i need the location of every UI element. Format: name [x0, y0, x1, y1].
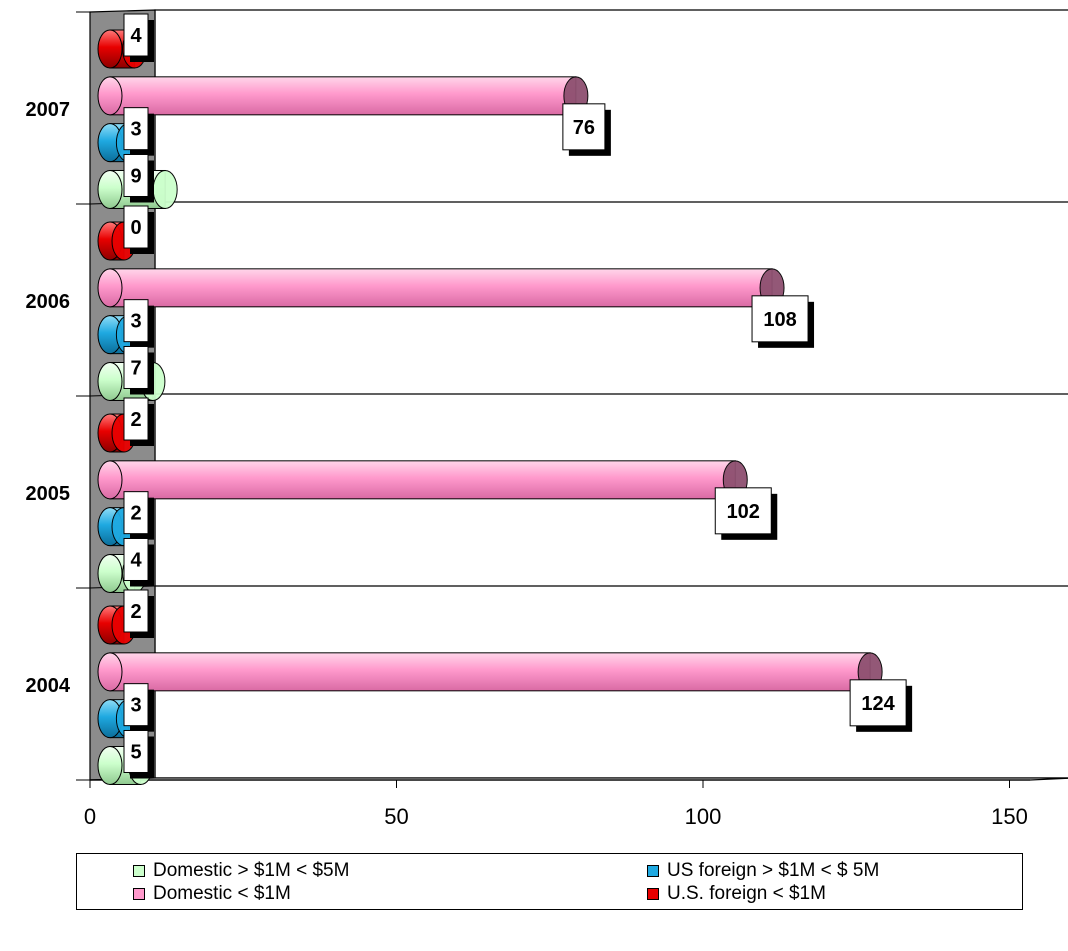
legend-item-us-foreign-1m-5m: US foreign > $1M < $ 5M: [647, 860, 879, 882]
data-label-box: [123, 205, 149, 249]
chart: 0 50 100 150 2004 2 124 3 5 2005 2 102 2 4 2006 0 108 3 7 2…: [26, 9, 1068, 829]
bar-start-cap: [97, 553, 123, 593]
data-label-box: [123, 683, 149, 727]
bar-start-cap: [97, 460, 123, 500]
x-tick-label: 50: [384, 804, 408, 829]
data-label: 2: [130, 409, 141, 431]
bar-start-cap: [97, 29, 123, 69]
legend-swatch: [647, 888, 659, 900]
data-label: 2: [130, 601, 141, 623]
data-label-box: [123, 299, 149, 343]
data-label: 4: [130, 25, 142, 47]
data-label-box: [123, 537, 149, 581]
data-label: 108: [763, 309, 796, 331]
legend-swatch: [133, 888, 145, 900]
data-label: 0: [130, 217, 141, 239]
bar-start-cap: [97, 169, 123, 209]
data-label: 3: [130, 311, 141, 333]
data-label-box: [562, 103, 606, 151]
bar-start-cap: [97, 652, 123, 692]
legend-swatch: [647, 865, 659, 877]
legend-item-domestic-under-1m: Domestic < $1M: [133, 883, 291, 905]
bar: [109, 460, 736, 500]
data-label-box: [123, 729, 149, 773]
bar-start-cap: [97, 76, 123, 116]
category-label: 2006: [26, 291, 71, 313]
data-label-box: [123, 589, 149, 633]
bar-start-cap: [97, 361, 123, 401]
category-label: 2004: [26, 675, 71, 697]
data-label: 4: [130, 549, 142, 571]
data-label-box: [714, 487, 772, 535]
bar-end-cap: [152, 169, 178, 209]
data-label-box: [849, 679, 907, 727]
data-label-box: [123, 491, 149, 535]
x-tick-label: 0: [84, 804, 96, 829]
bar: [109, 652, 871, 692]
legend-item-us-foreign-under-1m: U.S. foreign < $1M: [647, 883, 826, 905]
data-label: 7: [130, 357, 141, 379]
data-label-box: [123, 397, 149, 441]
data-label-box: [751, 295, 809, 343]
data-label-box: [123, 107, 149, 151]
data-label: 102: [727, 501, 760, 523]
legend-label: U.S. foreign < $1M: [667, 883, 826, 904]
data-label: 3: [130, 695, 141, 717]
bar: [109, 76, 577, 116]
x-tick-label: 100: [685, 804, 722, 829]
legend-swatch: [133, 865, 145, 877]
legend-label: Domestic < $1M: [153, 883, 291, 904]
category-label: 2007: [26, 99, 71, 121]
data-label-box: [123, 13, 149, 57]
legend-item-domestic-1m-5m: Domestic > $1M < $5M: [133, 860, 349, 882]
x-tick-label: 150: [991, 804, 1028, 829]
data-label: 124: [861, 693, 895, 715]
bar-start-cap: [97, 268, 123, 308]
bar-start-cap: [97, 745, 123, 785]
data-label: 5: [130, 741, 141, 763]
legend: Domestic > $1M < $5M Domestic < $1M US f…: [76, 853, 1023, 910]
data-label-box: [123, 153, 149, 197]
legend-label: Domestic > $1M < $5M: [153, 860, 350, 881]
data-label: 2: [130, 503, 141, 525]
category-label: 2005: [26, 483, 71, 505]
bar: [109, 268, 773, 308]
data-label: 3: [130, 119, 141, 141]
data-label: 76: [573, 117, 595, 139]
data-label-box: [123, 345, 149, 389]
legend-label: US foreign > $1M < $ 5M: [667, 860, 880, 881]
data-label: 9: [130, 165, 141, 187]
